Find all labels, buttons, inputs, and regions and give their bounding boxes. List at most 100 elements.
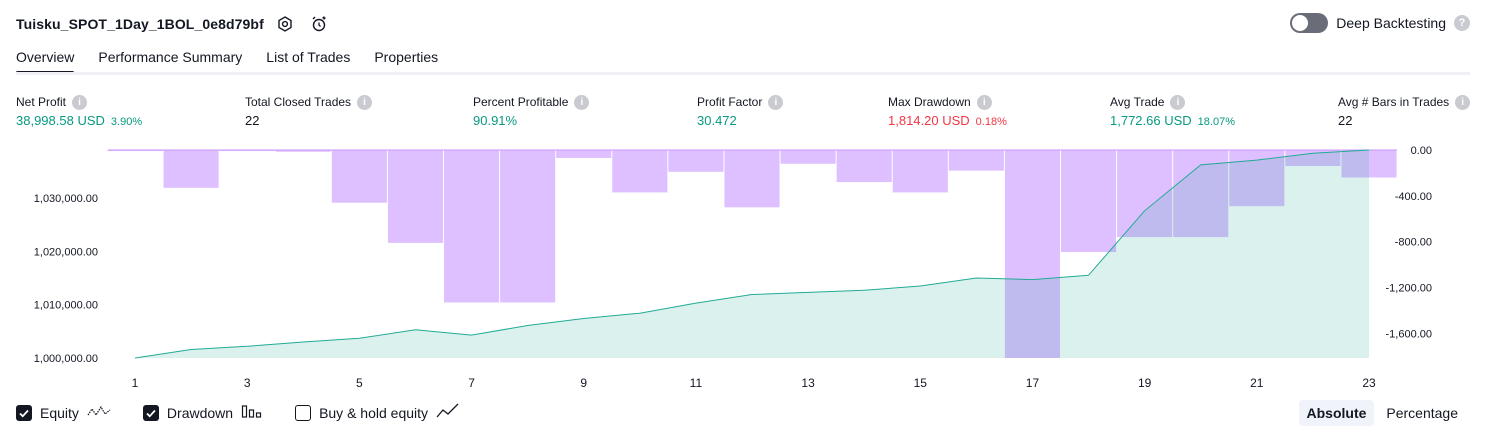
metric-total-closed-trades: Total Closed Trades i 22: [245, 94, 373, 128]
drawdown-bar: [892, 150, 948, 193]
metric-avg-bars: Avg # Bars in Trades i 22: [1338, 94, 1471, 128]
metric-label: Avg # Bars in Trades: [1338, 95, 1450, 109]
right-axis: 0.00 -400.00 -800.00 -1,200.00 -1,600.00: [1386, 145, 1432, 340]
metric-percent-profitable: Percent Profitable i 90.91%: [473, 94, 590, 128]
equity-line-icon: [87, 403, 111, 422]
info-icon[interactable]: i: [1455, 94, 1471, 110]
drawdown-bar: [500, 150, 556, 303]
right-axis-tick-label: -800.00: [1395, 237, 1432, 249]
legend-drawdown[interactable]: Drawdown: [142, 403, 263, 422]
buy-hold-checkbox[interactable]: [295, 404, 312, 421]
metric-label: Total Closed Trades: [245, 95, 352, 109]
drawdown-bar: [163, 150, 219, 188]
x-axis-tick-label: 23: [1362, 376, 1376, 390]
tab-bar: Overview Performance Summary List of Tra…: [16, 44, 439, 74]
x-axis-tick-label: 9: [580, 376, 587, 390]
x-axis-tick-label: 7: [468, 376, 475, 390]
trend-line-icon: [436, 403, 460, 422]
drawdown-bar: [612, 150, 668, 193]
tabs-divider: [16, 72, 1470, 75]
chart-legend: Equity Drawdown Buy & hold equity: [16, 403, 492, 422]
drawdown-bar: [1117, 150, 1173, 238]
drawdown-bar: [107, 150, 163, 151]
metric-profit-factor: Profit Factor i 30.472: [697, 94, 784, 128]
max-drawdown-percent: 0.18%: [975, 116, 1007, 128]
drawdown-bar: [668, 150, 724, 172]
strategy-name: Tuisku_SPOT_1Day_1BOL_0e8d79bf: [16, 16, 264, 32]
x-axis-tick-label: 15: [914, 376, 928, 390]
x-axis-tick-label: 1: [132, 376, 139, 390]
drawdown-bar: [219, 150, 275, 151]
drawdown-bars: [107, 149, 1397, 358]
legend-equity[interactable]: Equity: [16, 403, 111, 422]
profit-factor-value: 30.472: [697, 113, 737, 128]
drawdown-bar: [836, 150, 892, 183]
metric-avg-trade: Avg Trade i 1,772.66 USD 18.07%: [1110, 94, 1235, 128]
settings-icon[interactable]: [274, 13, 296, 35]
drawdown-bar: [948, 150, 1004, 171]
strategy-header: Tuisku_SPOT_1Day_1BOL_0e8d79bf: [16, 12, 330, 36]
equity-label: Equity: [40, 404, 79, 421]
bar-chart-icon: [241, 403, 263, 422]
avg-trade-value: 1,772.66 USD: [1110, 113, 1192, 128]
alarm-clock-add-icon[interactable]: [308, 13, 330, 35]
info-icon[interactable]: i: [768, 94, 784, 110]
drawdown-bar: [556, 150, 612, 159]
info-icon[interactable]: i: [574, 94, 590, 110]
left-axis: 1,000,000.00 1,010,000.00 1,020,000.00 1,03…: [34, 193, 98, 365]
drawdown-bar: [331, 150, 387, 203]
x-axis-tick-label: 21: [1250, 376, 1264, 390]
left-axis-tick-label: 1,010,000.00: [34, 300, 98, 312]
equity-area-fill: [135, 150, 1369, 358]
right-axis-tick-label: 0.00: [1411, 145, 1432, 157]
metric-label: Max Drawdown: [888, 95, 971, 109]
metric-net-profit: Net Profit i 38,998.58 USD 3.90%: [16, 94, 142, 128]
x-axis-tick-label: 3: [244, 376, 251, 390]
deep-backtesting-toggle[interactable]: [1290, 13, 1329, 33]
x-axis-tick-label: 11: [690, 376, 703, 390]
info-icon[interactable]: i: [72, 94, 88, 110]
drawdown-bar: [780, 150, 836, 164]
metric-label: Profit Factor: [697, 95, 763, 109]
x-axis-tick-label: 13: [801, 376, 815, 390]
net-profit-percent: 3.90%: [110, 116, 143, 128]
drawdown-bar: [1061, 150, 1117, 253]
metric-label: Avg Trade: [1110, 95, 1165, 109]
x-axis: 1 3 5 7 9 11 13 15 17 19 21 23: [132, 376, 1376, 390]
equity-checkbox[interactable]: [16, 404, 32, 421]
x-axis-tick-label: 5: [356, 376, 363, 390]
equity-line: [134, 149, 1370, 359]
drawdown-bar: [275, 150, 331, 152]
help-icon[interactable]: ?: [1454, 15, 1470, 31]
tab-overview[interactable]: Overview: [16, 44, 75, 74]
equity-drawdown-chart[interactable]: 1,000,000.00 1,010,000.00 1,020,000.00 1,03…: [0, 140, 1486, 390]
legend-buy-hold[interactable]: Buy & hold equity: [295, 403, 460, 422]
equity-area: [134, 149, 1370, 359]
net-profit-value: 38,998.58 USD: [16, 113, 105, 128]
left-axis-tick-label: 1,020,000.00: [34, 246, 98, 258]
info-icon[interactable]: i: [357, 94, 373, 110]
value-mode-switch: Absolute Percentage: [1298, 400, 1467, 426]
percentage-button[interactable]: Percentage: [1386, 405, 1458, 421]
deep-backtesting: Deep Backtesting ?: [1290, 13, 1470, 33]
drawdown-bar: [1004, 150, 1060, 358]
info-icon[interactable]: i: [1170, 94, 1186, 110]
drawdown-label: Drawdown: [166, 404, 234, 421]
metric-label: Net Profit: [16, 95, 67, 109]
drawdown-bar: [1285, 150, 1341, 167]
percent-profitable-value: 90.91%: [473, 113, 518, 128]
drawdown-bar: [724, 150, 780, 208]
tab-list-of-trades[interactable]: List of Trades: [266, 49, 351, 65]
absolute-button[interactable]: Absolute: [1298, 400, 1375, 426]
right-axis-tick-label: -1,600.00: [1386, 328, 1432, 340]
metric-max-drawdown: Max Drawdown i 1,814.20 USD 0.18%: [888, 94, 1007, 128]
deep-backtesting-label: Deep Backtesting: [1336, 15, 1446, 31]
info-icon[interactable]: i: [976, 94, 992, 110]
tab-performance-summary[interactable]: Performance Summary: [98, 49, 243, 65]
drawdown-bar: [1341, 150, 1397, 178]
avg-trade-percent: 18.07%: [1197, 116, 1235, 128]
drawdown-checkbox[interactable]: [142, 404, 159, 421]
total-closed-trades-value: 22: [245, 113, 260, 128]
tab-properties[interactable]: Properties: [374, 49, 439, 65]
right-axis-tick-label: -1,200.00: [1386, 283, 1432, 295]
